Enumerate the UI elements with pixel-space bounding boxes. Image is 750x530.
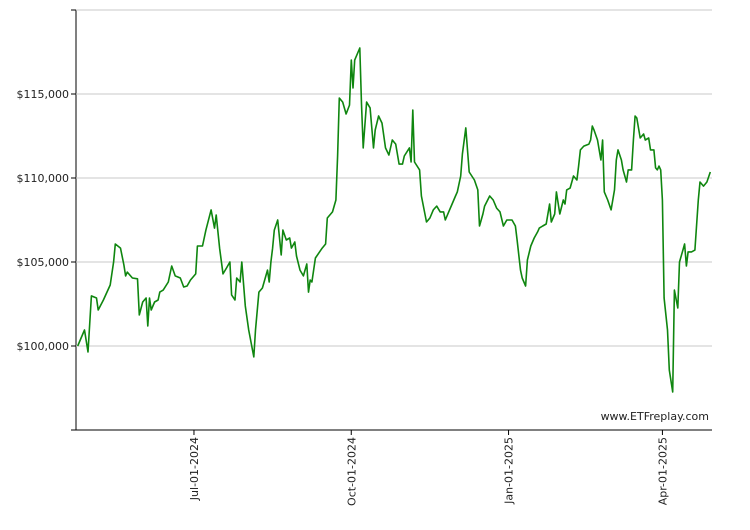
watermark: www.ETFreplay.com (601, 410, 709, 423)
x-tick-label: Jan-01-2025 (503, 437, 516, 505)
y-tick-label: $115,000 (17, 88, 70, 101)
y-tick-label: $100,000 (17, 340, 70, 353)
y-tick-label: $110,000 (17, 172, 70, 185)
y-tick-label: $105,000 (17, 256, 70, 269)
price-line (76, 47, 712, 393)
x-tick-label: Oct-01-2024 (345, 437, 358, 506)
x-tick-label: Apr-01-2025 (656, 437, 669, 505)
x-tick-label: Jul-01-2024 (188, 437, 201, 501)
